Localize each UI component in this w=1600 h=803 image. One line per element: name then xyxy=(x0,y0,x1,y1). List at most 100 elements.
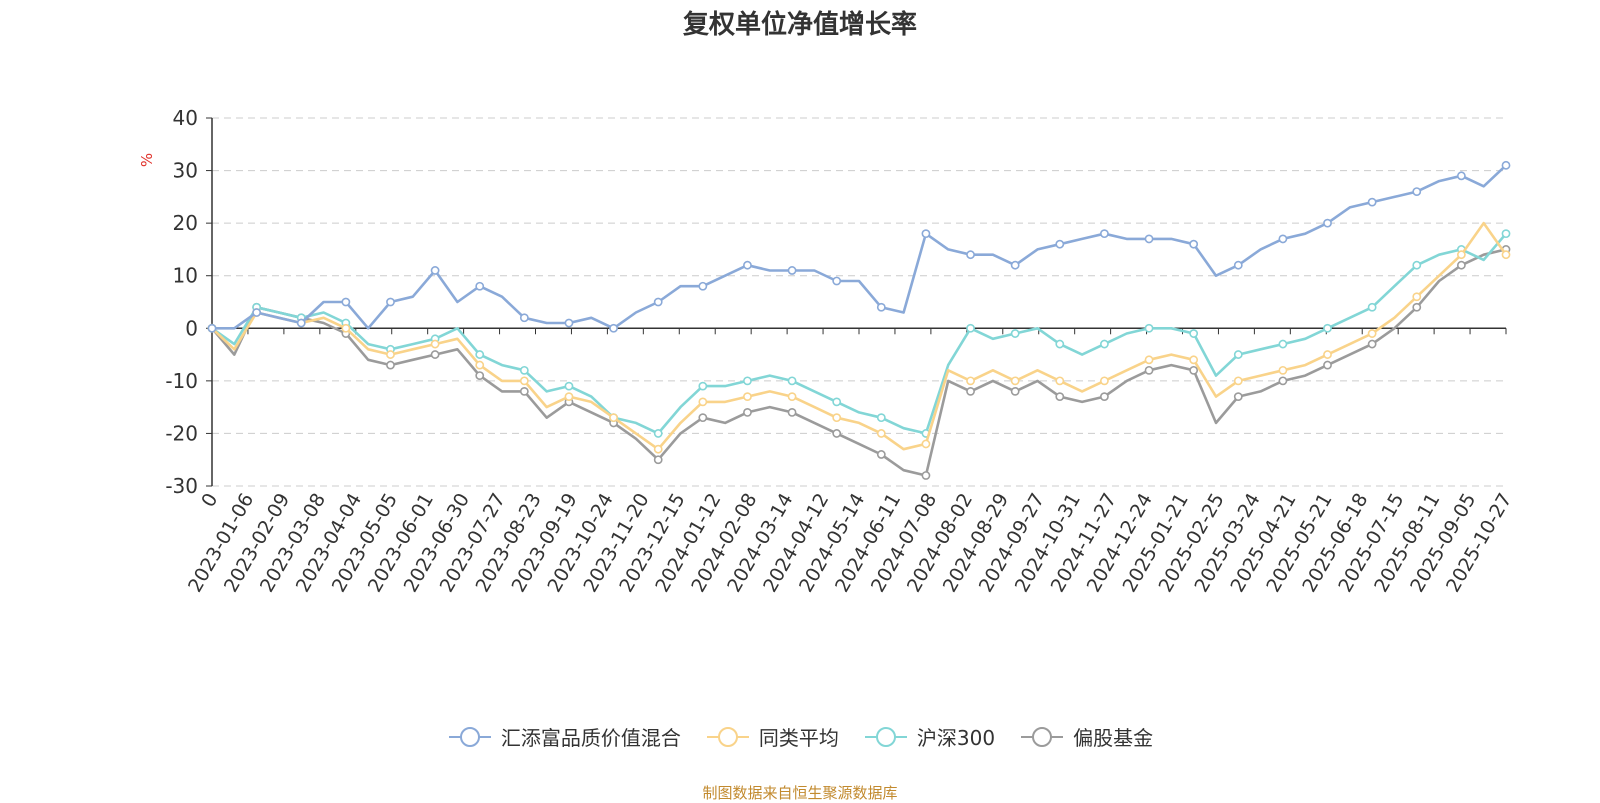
data-point xyxy=(1144,365,1154,375)
data-point xyxy=(1501,229,1511,239)
data-point xyxy=(743,407,752,417)
legend-swatch-icon xyxy=(864,726,907,747)
data-point xyxy=(966,323,975,333)
data-point xyxy=(386,297,395,307)
series-line xyxy=(211,248,1507,477)
axes: 403020100-10-20-3002023-01-062023-02-092… xyxy=(165,106,1516,596)
data-point xyxy=(386,350,395,359)
data-point xyxy=(1233,260,1243,270)
data-point xyxy=(296,318,306,328)
data-point xyxy=(430,350,440,359)
data-point xyxy=(1367,197,1377,207)
data-point xyxy=(386,360,395,370)
data-point xyxy=(475,371,485,380)
legend-swatch-icon xyxy=(1021,726,1064,747)
legend-item[interactable]: 汇添富品质价值混合 xyxy=(447,722,681,751)
data-point xyxy=(1189,355,1199,365)
data-point xyxy=(1189,239,1199,249)
legend-label: 沪深300 xyxy=(916,726,996,750)
data-point xyxy=(1055,376,1065,386)
data-point xyxy=(1501,160,1511,170)
data-point xyxy=(832,276,842,286)
series-lines xyxy=(207,160,1511,480)
data-point xyxy=(430,339,440,349)
data-point xyxy=(876,302,886,312)
legend-item[interactable]: 偏股基金 xyxy=(1019,722,1153,751)
data-point xyxy=(475,360,485,370)
data-point xyxy=(1501,250,1511,260)
legend: 汇添富品质价值混合 同类平均 沪深300 偏股基金 xyxy=(0,722,1600,751)
data-point xyxy=(207,323,217,333)
data-point xyxy=(1456,250,1466,260)
y-tick-label: -30 xyxy=(165,474,198,498)
data-point xyxy=(966,386,975,396)
data-point xyxy=(876,450,886,459)
data-point xyxy=(1412,292,1422,302)
data-point xyxy=(252,308,262,317)
data-point xyxy=(1010,260,1020,270)
data-point xyxy=(653,455,663,465)
data-point xyxy=(1278,376,1288,386)
y-tick-label: -10 xyxy=(165,369,198,393)
legend-item[interactable]: 沪深300 xyxy=(863,722,995,751)
data-point xyxy=(1323,218,1332,228)
data-point xyxy=(1144,355,1154,365)
data-point xyxy=(966,250,975,260)
y-tick-label: 40 xyxy=(173,106,198,130)
legend-swatch-icon xyxy=(706,726,749,747)
data-point xyxy=(564,392,574,402)
data-point xyxy=(609,413,618,423)
legend-label: 汇添富品质价值混合 xyxy=(500,726,681,750)
data-point xyxy=(341,297,351,307)
data-point xyxy=(475,350,485,359)
data-point xyxy=(653,297,663,307)
source-note: 制图数据来自恒生聚源数据库 xyxy=(702,784,898,802)
legend-label: 同类平均 xyxy=(758,726,839,750)
data-point xyxy=(1412,302,1422,312)
data-point xyxy=(1412,187,1422,196)
series-line xyxy=(211,221,1508,451)
legend-item[interactable]: 同类平均 xyxy=(705,722,839,751)
data-point xyxy=(430,266,440,275)
data-point xyxy=(1323,360,1332,370)
data-point xyxy=(1100,339,1109,349)
data-point xyxy=(921,471,931,480)
legend-swatch-icon xyxy=(448,726,491,747)
data-point xyxy=(743,260,752,270)
data-point xyxy=(1456,171,1466,181)
data-point xyxy=(787,266,797,275)
data-point xyxy=(1144,234,1154,244)
data-point xyxy=(787,376,797,386)
data-point xyxy=(519,313,529,323)
data-point xyxy=(921,439,931,449)
data-point xyxy=(1233,392,1243,402)
data-point xyxy=(1189,365,1199,375)
data-point xyxy=(1144,323,1154,333)
y-tick-label: 0 xyxy=(185,316,198,340)
data-point xyxy=(1233,350,1243,359)
data-point xyxy=(1100,376,1109,386)
data-point xyxy=(698,281,708,291)
data-point xyxy=(698,381,708,391)
data-point xyxy=(1278,234,1288,244)
data-point xyxy=(921,229,931,239)
data-point xyxy=(341,323,351,333)
data-point xyxy=(1367,302,1377,312)
chart-title: 复权单位净值增长率 xyxy=(682,10,917,40)
series-line xyxy=(211,232,1507,435)
data-point xyxy=(743,392,752,402)
data-point xyxy=(1100,392,1109,402)
data-point xyxy=(653,444,663,454)
data-point xyxy=(787,392,797,402)
x-tick-label: 0 xyxy=(197,490,222,511)
data-point xyxy=(519,376,529,386)
data-point xyxy=(1233,376,1243,386)
data-point xyxy=(475,281,485,291)
data-point xyxy=(1100,229,1109,239)
data-point xyxy=(1010,386,1020,396)
data-point xyxy=(787,407,797,417)
y-axis-label: % xyxy=(138,153,156,167)
data-point xyxy=(1278,339,1288,349)
data-point xyxy=(966,376,975,386)
